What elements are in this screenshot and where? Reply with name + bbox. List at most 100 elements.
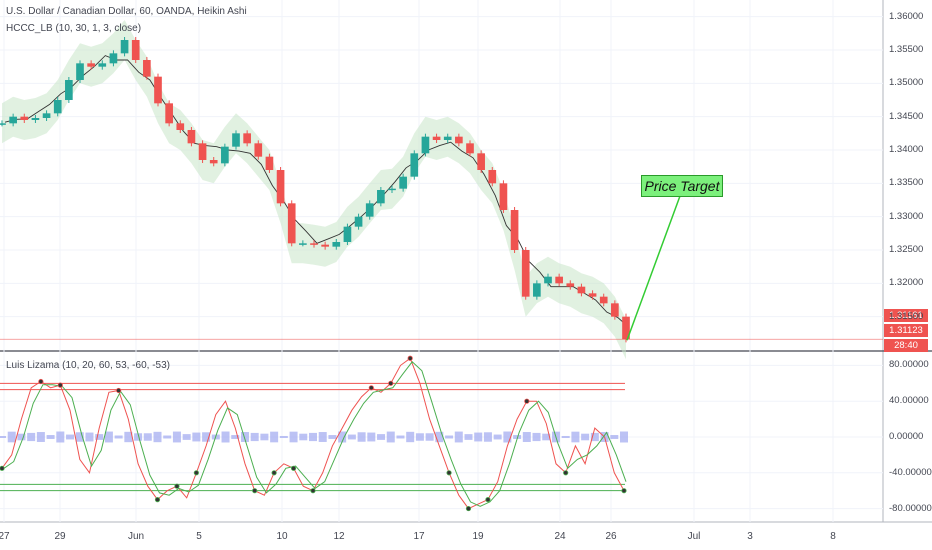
- candle-body: [566, 283, 575, 287]
- price-tick-label: 1.34500: [889, 110, 924, 122]
- candle-body: [209, 160, 218, 164]
- osc-histogram-bar: [309, 432, 317, 442]
- osc-signal-dot: [563, 470, 569, 476]
- price-tick-label: 1.32000: [889, 277, 924, 289]
- osc-histogram-bar: [522, 432, 531, 442]
- osc-histogram-bar: [386, 431, 395, 443]
- osc-histogram-bar: [474, 432, 483, 442]
- osc-slow-line: [3, 361, 627, 507]
- candle-body: [42, 113, 51, 118]
- osc-signal-dot: [38, 378, 44, 385]
- osc-histogram-bar: [192, 432, 201, 442]
- osc-histogram-bar: [493, 434, 502, 440]
- candle-body: [499, 183, 508, 210]
- osc-histogram-bar: [46, 435, 55, 439]
- osc-histogram-bar: [66, 434, 75, 440]
- osc-histogram-bar: [104, 431, 113, 443]
- x-tick-label: 26: [605, 531, 617, 542]
- osc-signal-dot: [290, 465, 297, 471]
- osc-histogram-bar: [270, 431, 279, 443]
- candle-body: [544, 276, 552, 284]
- price-tick-label: 1.33500: [889, 177, 924, 189]
- osc-histogram-bar: [425, 433, 434, 441]
- candle-body: [87, 63, 95, 67]
- candle-body: [488, 170, 497, 184]
- candle-body: [365, 203, 374, 217]
- osc-histogram-bar: [279, 435, 288, 439]
- osc-signal-dot: [0, 465, 5, 471]
- indicator-legend[interactable]: HCCC_LB (10, 30, 1, 3, close): [6, 23, 142, 34]
- candle-body: [20, 116, 29, 120]
- osc-histogram-bar: [202, 432, 211, 442]
- osc-histogram-bar: [610, 435, 619, 439]
- symbol-legend[interactable]: U.S. Dollar / Canadian Dollar, 60, OANDA…: [6, 6, 247, 17]
- osc-signal-dot: [621, 488, 627, 494]
- candle-body: [354, 216, 363, 227]
- osc-tick-label: -80.00000: [889, 502, 932, 514]
- osc-histogram-bar: [0, 436, 6, 438]
- candle-body: [232, 133, 240, 147]
- x-tick-label: 24: [554, 531, 566, 542]
- candle-body: [421, 136, 430, 154]
- osc-histogram-bar: [396, 435, 405, 439]
- price-tick-label: 1.34000: [889, 144, 924, 155]
- candle-body: [555, 276, 563, 284]
- candle-body: [611, 303, 619, 317]
- osc-signal-dot: [271, 470, 277, 476]
- candle-body: [455, 136, 463, 144]
- osc-histogram-bar: [124, 431, 133, 443]
- x-tick-label: 10: [276, 531, 288, 542]
- candle-body: [120, 40, 129, 54]
- x-tick-label: 12: [333, 531, 345, 542]
- candle-body: [254, 143, 263, 157]
- osc-histogram-bar: [338, 431, 347, 443]
- oscillator-legend[interactable]: Luis Lizama (10, 20, 60, 53, -60, -53): [6, 360, 170, 371]
- osc-tick-label: -40.00000: [889, 466, 932, 478]
- osc-histogram-bar: [7, 431, 16, 443]
- candle-body: [588, 293, 597, 297]
- candle-body: [521, 250, 530, 297]
- osc-histogram-bar: [503, 431, 512, 443]
- osc-histogram-bar: [221, 431, 230, 443]
- candle-body: [198, 143, 207, 160]
- last-price-badge: 1.31161: [884, 309, 928, 322]
- osc-histogram-bar: [571, 431, 580, 443]
- x-tick-label: 5: [196, 531, 202, 542]
- osc-signal-dot: [465, 505, 472, 512]
- channel-band: [2, 20, 626, 360]
- osc-histogram-bar: [464, 434, 473, 440]
- candle-body: [109, 53, 118, 64]
- osc-signal-dot: [310, 488, 316, 494]
- x-tick-label: 29: [54, 531, 66, 542]
- osc-histogram-bar: [435, 431, 444, 443]
- x-tick-label: 8: [830, 531, 836, 542]
- osc-histogram-bar: [134, 433, 143, 441]
- osc-histogram-bar: [454, 431, 463, 443]
- osc-histogram-bar: [483, 432, 492, 442]
- price-tick-label: 1.35000: [889, 77, 924, 89]
- osc-histogram-bar: [561, 435, 570, 439]
- candle-body: [410, 153, 419, 177]
- osc-histogram-bar: [114, 435, 123, 439]
- osc-histogram-bar: [581, 433, 590, 441]
- candle-body: [98, 63, 107, 67]
- candle-body: [343, 226, 352, 242]
- osc-histogram-bar: [445, 435, 454, 439]
- x-tick-label: 19: [472, 531, 484, 542]
- osc-histogram-bar: [347, 434, 356, 440]
- osc-histogram-bar: [163, 435, 172, 439]
- x-tick-label: Jun: [127, 531, 145, 542]
- osc-histogram-bar: [85, 432, 94, 442]
- osc-histogram-bar: [620, 431, 628, 443]
- osc-tick-label: 0.00000: [889, 431, 924, 442]
- price-tick-label: 1.36000: [889, 10, 924, 22]
- price-target-label[interactable]: Price Target: [641, 175, 723, 197]
- candle-body: [388, 188, 396, 191]
- osc-histogram-bar: [367, 432, 376, 442]
- osc-histogram-bar: [27, 432, 36, 442]
- countdown-badge: 28:40: [884, 339, 928, 352]
- price-tick-label: 1.33000: [889, 210, 924, 222]
- candle-body: [131, 40, 140, 60]
- osc-histogram-bar: [406, 431, 415, 443]
